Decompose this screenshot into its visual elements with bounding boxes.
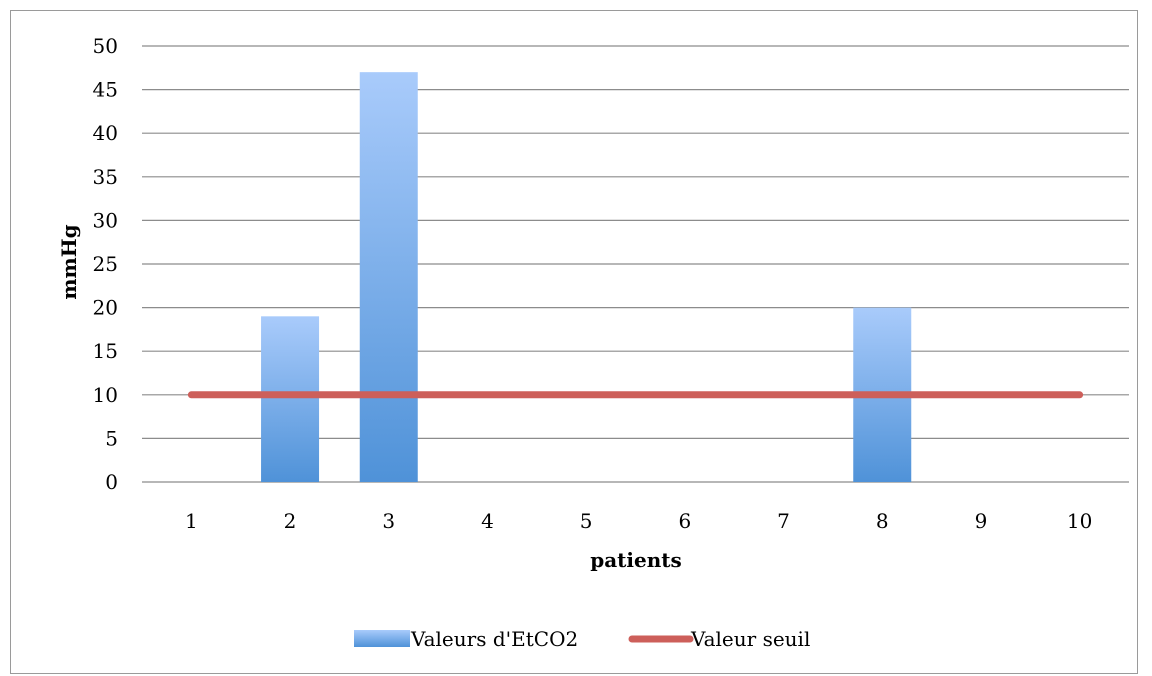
x-tick-label: 6	[678, 509, 691, 533]
legend-label-line: Valeur seuil	[690, 627, 810, 651]
x-tick-label: 7	[777, 509, 790, 533]
y-tick-label: 35	[93, 165, 118, 189]
x-tick-label: 2	[284, 509, 297, 533]
x-tick-label: 8	[876, 509, 889, 533]
y-tick-label: 0	[105, 470, 118, 494]
y-tick-label: 45	[93, 78, 118, 102]
y-tick-label: 10	[93, 383, 118, 407]
y-tick-label: 15	[93, 339, 118, 363]
y-tick-label: 25	[93, 252, 118, 276]
bar	[359, 72, 418, 482]
x-tick-labels: 1 2 3 4 5 6 7 8 9 10	[185, 509, 1092, 533]
legend-label-bars: Valeurs d'EtCO2	[410, 627, 578, 651]
x-axis-title: patients	[590, 548, 682, 572]
x-tick-label: 1	[185, 509, 198, 533]
y-axis-title: mmHg	[57, 224, 81, 299]
x-tick-label: 5	[580, 509, 593, 533]
bar	[261, 316, 320, 482]
y-tick-label: 40	[93, 121, 118, 145]
chart-frame	[10, 10, 1138, 674]
y-tick-label: 5	[105, 426, 118, 450]
x-tick-label: 3	[382, 509, 395, 533]
x-tick-label: 10	[1067, 509, 1092, 533]
legend-swatch-bars	[354, 630, 410, 647]
y-tick-label: 30	[93, 208, 118, 232]
y-tick-label: 20	[93, 296, 118, 320]
legend: Valeurs d'EtCO2 Valeur seuil	[354, 627, 810, 651]
y-tick-label: 50	[93, 34, 118, 58]
y-tick-labels: 0 5 10 15 20 25 30 35 40 45 50	[93, 34, 118, 494]
x-tick-label: 9	[975, 509, 988, 533]
x-tick-label: 4	[481, 509, 494, 533]
